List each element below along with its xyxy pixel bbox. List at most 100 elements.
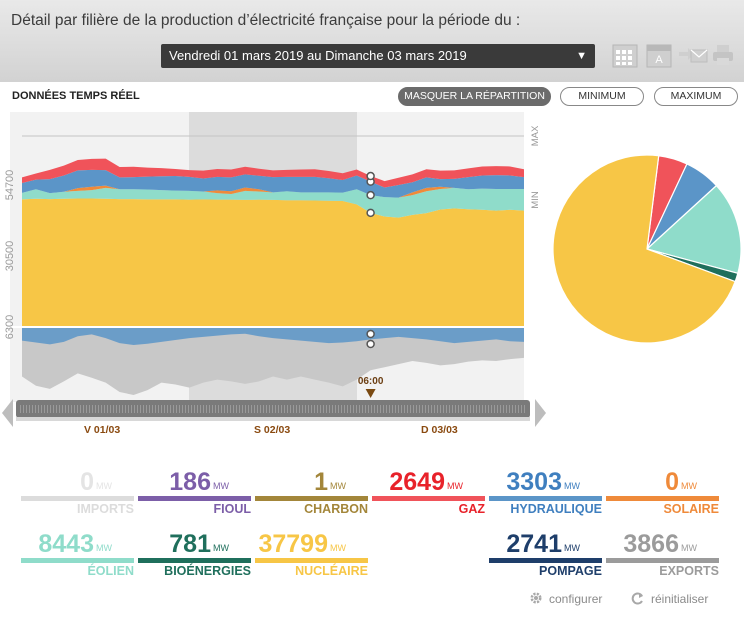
tile-solaire[interactable]: 0 MW SOLAIRE (606, 467, 719, 516)
tile-label: GAZ (458, 502, 485, 516)
y-tick-label: 30500 (4, 241, 16, 272)
maximum-button[interactable]: MAXIMUM (654, 87, 738, 106)
area-nucleaire (22, 198, 524, 327)
cursor-point[interactable] (366, 190, 375, 200)
time-cursor-label: 06:00 (358, 376, 384, 387)
min-marker: MIN (530, 191, 541, 209)
pie-slice-eolien (645, 184, 742, 275)
tile-color-bar (606, 496, 719, 501)
tile-value: 2741 (506, 530, 562, 558)
tile-color-bar (489, 558, 602, 563)
area-solaire (22, 185, 524, 198)
calendar-grid-icon[interactable] (612, 42, 638, 68)
tile-label: IMPORTS (77, 502, 134, 516)
tile-value: 186 (169, 468, 211, 496)
configure-label: configurer (549, 592, 603, 606)
page-title: Détail par filière de la production d’él… (11, 12, 521, 29)
timeline-label-day2: S 02/03 (254, 424, 291, 436)
tile-value: 3303 (506, 468, 562, 496)
tile-value: 8443 (38, 530, 94, 558)
tile-value: 1 (314, 468, 328, 496)
area-exports (22, 327, 524, 396)
cursor-point[interactable] (366, 339, 375, 349)
tile-value: 37799 (258, 530, 328, 558)
tile-unit: MW (96, 543, 112, 553)
svg-text:A: A (655, 54, 663, 66)
tile-label: CHARBON (304, 502, 368, 516)
tile-value: 3866 (623, 530, 679, 558)
tile-exports[interactable]: 3866 MW EXPORTS (606, 529, 719, 578)
chevron-down-icon: ▼ (576, 50, 587, 62)
scroll-left-icon[interactable] (2, 399, 13, 427)
tile-unit: MW (213, 481, 229, 491)
y-tick-label: 54700 (4, 170, 16, 201)
pie-slice-nucleaire (552, 154, 736, 344)
print-icon[interactable] (711, 42, 735, 68)
tile-color-bar (138, 496, 251, 501)
y-tick-label: 6300 (4, 315, 16, 339)
realtime-title: DONNÉES TEMPS RÉEL (12, 90, 140, 102)
tile-unit: MW (96, 481, 112, 491)
tile-unit: MW (681, 481, 697, 491)
tile-unit: MW (564, 543, 580, 553)
tile-label: EXPORTS (659, 564, 719, 578)
tile-label: FIOUL (213, 502, 252, 516)
cursor-point[interactable] (366, 208, 375, 218)
tile-unit: MW (330, 543, 346, 553)
refresh-icon (631, 592, 643, 605)
tile-color-bar (255, 496, 368, 501)
tile-unit: MW (681, 543, 697, 553)
tile-color-bar (255, 558, 368, 563)
tile-imports[interactable]: 0 MW IMPORTS (21, 467, 134, 516)
tile-unit: MW (213, 543, 229, 553)
tile-bioenergies[interactable]: 781 MW BIOÉNERGIES (138, 529, 251, 578)
tile-value: 781 (169, 530, 211, 558)
tile-color-bar (606, 558, 719, 563)
tile-label: SOLAIRE (663, 502, 719, 516)
tile-fioul[interactable]: 186 MW FIOUL (138, 467, 252, 516)
cursor-point[interactable] (366, 329, 375, 339)
period-value: Vendredi 01 mars 2019 au Dimanche 03 mar… (169, 48, 467, 63)
cursor-point[interactable] (366, 171, 375, 181)
tile-unit: MW (330, 481, 346, 491)
tile-pompage[interactable]: 2741 MW POMPAGE (489, 529, 602, 578)
share-mail-icon[interactable] (678, 42, 708, 68)
tile-gaz[interactable]: 2649 MW GAZ (372, 467, 485, 516)
production-chart[interactable]: 6300 30500 54700 MAX MIN 06:00 (0, 112, 550, 442)
hide-split-button[interactable]: MASQUER LA RÉPARTITION (398, 87, 551, 106)
area-hydraulique (22, 169, 524, 198)
time-cursor-handle[interactable] (365, 389, 376, 398)
tile-label: POMPAGE (539, 564, 602, 578)
tile-label: NUCLÉAIRE (295, 564, 368, 578)
configure-link[interactable]: configurer (529, 591, 602, 606)
tile-color-bar (21, 496, 134, 501)
tile-color-bar (489, 496, 602, 501)
gear-icon (530, 592, 542, 604)
timeline-shadow (16, 417, 530, 421)
reset-link[interactable]: réinitialiser (630, 591, 708, 606)
tile-color-bar (138, 558, 251, 563)
tile-charbon[interactable]: 1 MW CHARBON (255, 467, 368, 516)
tile-value: 0 (665, 468, 679, 496)
tile-color-bar (372, 496, 485, 501)
area-eolien (22, 187, 524, 218)
timeline-label-day1: V 01/03 (84, 424, 121, 436)
split-pie-chart (552, 154, 742, 344)
header-bar: Détail par filière de la production d’él… (0, 0, 744, 82)
tile-hydraulique[interactable]: 3303 MW HYDRAULIQUE (489, 467, 602, 516)
tile-nucleaire[interactable]: 37799 MW NUCLÉAIRE (255, 529, 368, 578)
max-marker: MAX (530, 125, 541, 146)
tile-label: ÉOLIEN (87, 564, 134, 578)
period-select[interactable]: Vendredi 01 mars 2019 au Dimanche 03 mar… (161, 44, 595, 68)
tile-value: 0 (80, 468, 94, 496)
timeline-label-day3: D 03/03 (421, 424, 458, 436)
scroll-right-icon[interactable] (535, 399, 546, 427)
minimum-button[interactable]: MINIMUM (560, 87, 644, 106)
tile-eolien[interactable]: 8443 MW ÉOLIEN (21, 529, 134, 578)
area-gaz (22, 158, 524, 188)
tile-label: HYDRAULIQUE (510, 502, 602, 516)
area-pompage (22, 327, 524, 345)
calendar-day-icon[interactable]: A (646, 42, 672, 68)
tile-value: 2649 (389, 468, 445, 496)
